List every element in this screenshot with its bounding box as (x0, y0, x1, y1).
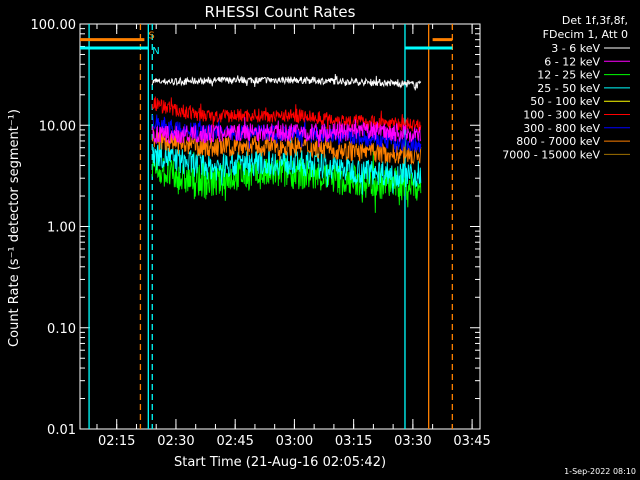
series-line-6-12keV (151, 117, 422, 148)
legend: Det 1f,3f,8f, FDecim 1, Att 0 3 - 6 keV6… (502, 14, 630, 161)
legend-header-line-2: FDecim 1, Att 0 (543, 28, 628, 41)
legend-label: 800 - 7000 keV (516, 135, 600, 148)
x-tick-label: 03:15 (335, 434, 372, 449)
marker-lines (88, 24, 454, 429)
legend-label: 50 - 100 keV (530, 95, 600, 108)
legend-label: 300 - 800 keV (523, 122, 600, 135)
flag-label: N (152, 46, 159, 57)
x-tick-label: 02:30 (157, 434, 194, 449)
chart-title: RHESSI Count Rates (205, 3, 356, 21)
x-tick-label: 02:15 (98, 434, 135, 449)
y-tick-label: 10.00 (39, 119, 76, 134)
y-tick-label: 100.00 (31, 18, 77, 33)
legend-label: 12 - 25 keV (537, 69, 600, 82)
y-tick-label: 1.00 (47, 221, 76, 236)
legend-label: 7000 - 15000 keV (502, 148, 600, 161)
legend-label: 25 - 50 keV (537, 82, 600, 95)
y-tick-label: 0.10 (47, 322, 76, 337)
x-axis-label: Start Time (21-Aug-16 02:05:42) (174, 455, 386, 470)
series-line-25-50keV (151, 139, 422, 195)
series-group (151, 73, 422, 213)
series-line-3-6keV (151, 73, 422, 91)
legend-label: 3 - 6 keV (551, 42, 600, 55)
legend-label: 100 - 300 keV (523, 109, 600, 122)
flag-bars: SN (80, 31, 453, 57)
x-tick-label: 03:00 (276, 434, 313, 449)
y-axis: 0.01 0.10 1.00 10.00 100.00 (31, 18, 480, 438)
flag-label: S (148, 31, 154, 42)
timestamp: 1-Sep-2022 08:10 (564, 467, 636, 476)
legend-header-line-1: Det 1f,3f,8f, (562, 14, 628, 27)
x-tick-label: 02:45 (216, 434, 253, 449)
x-tick-label: 03:30 (394, 434, 431, 449)
legend-label: 6 - 12 keV (544, 55, 600, 68)
x-tick-label: 03:45 (453, 434, 490, 449)
y-tick-label: 0.01 (47, 423, 76, 438)
y-axis-label: Count Rate (s⁻¹ detector segment⁻¹) (7, 109, 22, 347)
